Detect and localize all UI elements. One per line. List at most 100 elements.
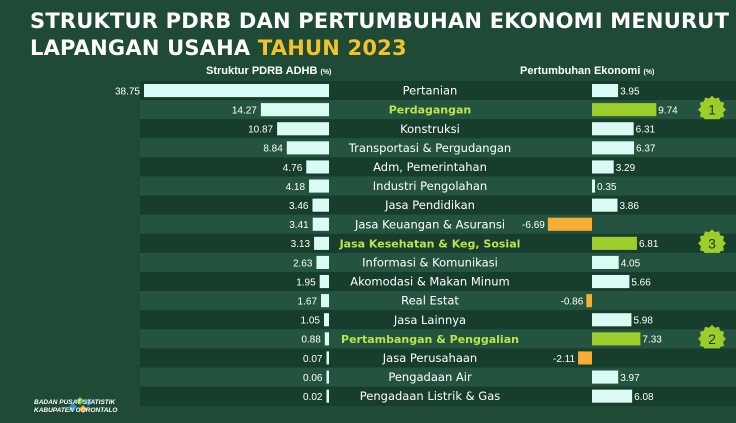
structure-value-label: 14.27 (232, 105, 257, 116)
growth-bar (586, 294, 592, 308)
row-band (140, 310, 736, 330)
category-label: Informasi & Komunikasi (362, 255, 498, 269)
growth-value-label: 3.29 (616, 163, 636, 174)
row-band (140, 252, 736, 272)
structure-bar (260, 103, 329, 117)
category-label: Pengadaan Listrik & Gas (360, 389, 501, 403)
category-label: Transportasi & Pergudangan (348, 141, 511, 155)
category-label: Jasa Lainnya (393, 313, 466, 327)
growth-unit: (%) (643, 69, 655, 76)
rank-badge (698, 324, 726, 353)
growth-bar (592, 160, 614, 174)
category-label: Pertambangan & Penggalian (341, 333, 519, 346)
growth-bar (592, 275, 630, 289)
category-label: Jasa Kesehatan & Keg, Sosial (339, 237, 521, 250)
growth-value-label: -2.11 (553, 354, 575, 365)
structure-bar (321, 294, 329, 308)
structure-bar (323, 313, 329, 327)
structure-bar (326, 351, 329, 365)
category-label: Jasa Perusahaan (382, 351, 477, 365)
category-label: Perdagangan (389, 104, 472, 117)
growth-bar (592, 141, 635, 155)
structure-value-label: 1.95 (296, 277, 316, 288)
category-label: Adm, Pemerintahan (373, 160, 487, 174)
rank-badge-label: 1 (708, 102, 716, 118)
structure-bar (319, 275, 329, 289)
structure-value-label: 8.84 (263, 144, 283, 155)
growth-value-label: -0.86 (561, 296, 584, 307)
structure-series-name: Struktur PDRB ADHB (206, 65, 318, 77)
row-band (140, 157, 736, 177)
growth-bar (592, 198, 618, 212)
structure-bar (324, 332, 329, 346)
growth-value-label: 0.35 (597, 182, 617, 193)
page-title: STRUKTUR PDRB DAN PERTUMBUHAN EKONOMI ME… (30, 8, 730, 62)
title-main: STRUKTUR PDRB DAN PERTUMBUHAN EKONOMI ME… (30, 9, 730, 60)
growth-value-label: 6.81 (639, 239, 659, 250)
structure-value-label: 4.76 (283, 163, 303, 174)
category-label: Jasa Pendidikan (384, 198, 475, 212)
bps-logo-icon (69, 397, 92, 413)
growth-bar (592, 236, 637, 250)
structure-value-label: 0.06 (303, 373, 323, 384)
rank-badge (698, 229, 726, 258)
structure-bar (306, 160, 329, 174)
row-band (140, 329, 736, 349)
row-band (140, 233, 736, 253)
growth-bar (592, 179, 595, 193)
structure-bar (309, 179, 329, 193)
structure-value-label: 1.05 (301, 316, 321, 327)
logo-text: BADAN PUSAT STATISTIK KABUPATEN GORONTAL… (34, 399, 117, 415)
structure-value-label: 38.75 (115, 86, 140, 97)
rank-badge (698, 95, 726, 124)
growth-bar (592, 255, 619, 269)
growth-bar (592, 370, 619, 384)
structure-value-label: 0.07 (303, 354, 323, 365)
growth-value-label: 4.05 (621, 258, 641, 269)
category-label: Pertanian (403, 84, 458, 98)
growth-bar (592, 103, 657, 117)
category-label: Jasa Keuangan & Asuransi (354, 217, 505, 231)
structure-value-label: 2.63 (293, 258, 313, 269)
growth-value-label: 7.33 (642, 335, 662, 346)
structure-bar (312, 198, 329, 212)
rank-badge-label: 2 (708, 331, 716, 347)
structure-bar (312, 217, 329, 231)
growth-value-label: 5.66 (631, 277, 651, 288)
structure-bar (326, 389, 329, 403)
row-band (140, 367, 736, 387)
structure-value-label: 3.13 (291, 239, 311, 250)
growth-series-name: Pertumbuhan Ekonomi (520, 65, 641, 77)
structure-bar (286, 141, 329, 155)
growth-value-label: 5.98 (633, 316, 653, 327)
category-label: Akomodasi & Makan Minum (350, 275, 510, 289)
category-label: Pengadaan Air (388, 370, 472, 384)
growth-bar (592, 389, 633, 403)
structure-value-label: 1.67 (298, 296, 318, 307)
structure-bar (326, 370, 329, 384)
row-band (140, 272, 736, 292)
growth-bar (592, 122, 634, 136)
growth-value-label: 6.08 (634, 392, 654, 403)
growth-value-label: 9.74 (658, 105, 678, 116)
row-band (140, 176, 736, 196)
structure-value-label: 0.02 (303, 392, 323, 403)
structure-value-label: 0.88 (301, 335, 321, 346)
structure-value-label: 3.46 (289, 201, 309, 212)
row-band (140, 195, 736, 215)
growth-value-label: 6.37 (636, 144, 656, 155)
growth-bar (592, 332, 641, 346)
rank-badge-label: 3 (708, 235, 716, 251)
category-label: Real Estat (401, 294, 459, 308)
structure-bar (144, 84, 329, 98)
structure-value-label: 3.41 (289, 220, 309, 231)
structure-bar (316, 255, 329, 269)
structure-value-label: 10.87 (248, 125, 273, 136)
growth-value-label: 3.97 (620, 373, 640, 384)
growth-value-label: 6.31 (636, 125, 656, 136)
growth-header: Pertumbuhan Ekonomi (%) (520, 65, 654, 77)
category-label: Konstruksi (400, 122, 460, 136)
category-label: Industri Pengolahan (373, 179, 487, 193)
growth-value-label: 3.95 (620, 86, 640, 97)
